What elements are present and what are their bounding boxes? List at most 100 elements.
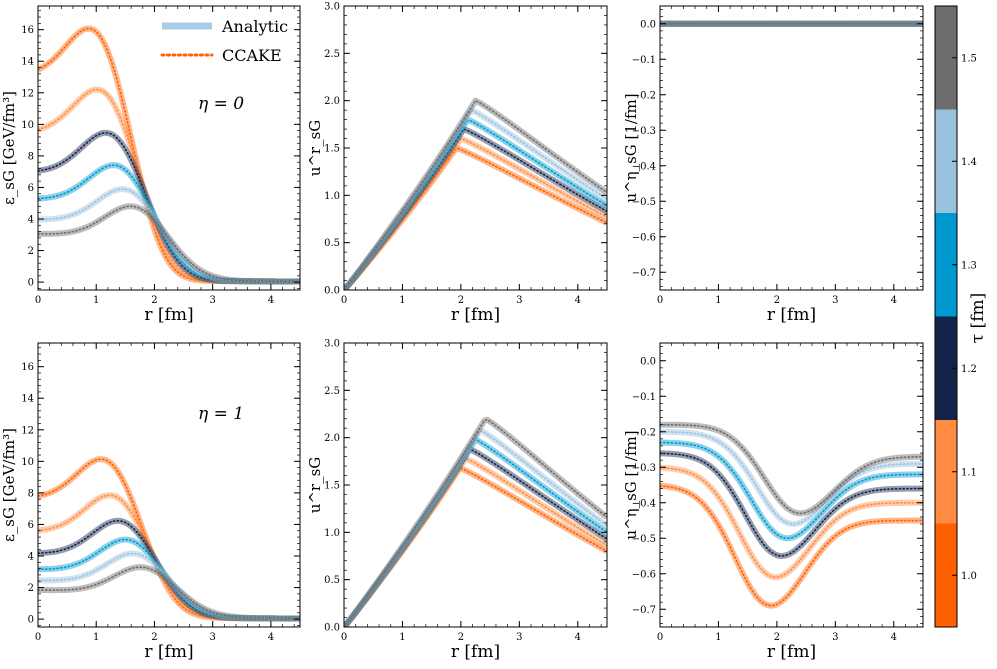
x-tick-label: 4: [891, 295, 897, 306]
x-tick-label: 2: [151, 632, 157, 643]
x-axis-label: r [fm]: [767, 642, 816, 662]
panel-ueta-eta0: 0 1 2 3 4 0.0 −0.1 −0.2 −0.3 −0.4 −0.5 −0.6 −0.7 r [f…: [622, 5, 924, 325]
colorbar-segment-tau-1.4: [935, 109, 957, 213]
y-tick-label: −0.7: [632, 605, 656, 616]
colorbar-tick-label: 1.4: [961, 157, 977, 168]
ccake-line-tau-1.5: [344, 418, 607, 627]
ccake-line-tau-1.3: [660, 441, 923, 540]
x-tick-label: 3: [209, 295, 215, 306]
x-tick-label: 4: [891, 632, 897, 643]
y-tick-label: 1.0: [324, 191, 340, 202]
colorbar: 1.0 1.1 1.2 1.3 1.4 1.5: [934, 5, 977, 628]
y-tick-label: 1.5: [324, 144, 340, 155]
y-tick-label: −0.2: [632, 427, 656, 438]
x-tick-label: 0: [657, 295, 663, 306]
annotation-eta1: η = 1: [198, 404, 244, 424]
annotation-eta0: η = 0: [198, 94, 244, 114]
y-axis-label: u^r_sG: [306, 120, 324, 177]
y-tick-label: 4: [28, 552, 34, 563]
y-tick-label: 3.0: [324, 339, 340, 350]
ccake-line-tau-1.4: [660, 431, 923, 525]
x-tick-label: 2: [774, 295, 780, 306]
y-tick-label: 10: [21, 120, 34, 131]
y-axis-label: ε_sG [GeV/fm³]: [0, 91, 18, 205]
legend-ccake-label: CCAKE: [222, 46, 282, 65]
y-tick-label: 2.5: [324, 49, 340, 60]
panel-ueta-eta1: 0 1 2 3 4 0.0 −0.1 −0.2 −0.3 −0.4 −0.5 −0.6 −0.7 r [f…: [622, 342, 924, 662]
x-tick-label: 1: [715, 632, 721, 643]
x-tick-label: 3: [516, 632, 522, 643]
y-tick-label: −0.4: [632, 498, 656, 509]
y-tick-label: 0.0: [324, 286, 340, 297]
y-tick-label: −0.6: [632, 232, 656, 243]
x-tick-label: 2: [774, 632, 780, 643]
x-tick-label: 2: [458, 295, 464, 306]
ccake-line-tau-1: [660, 485, 923, 607]
y-tick-label: 8: [28, 488, 34, 499]
y-tick-label: −0.3: [632, 126, 656, 137]
y-tick-label: 0.5: [324, 238, 340, 249]
plot-frame: [37, 5, 301, 291]
x-tick-label: 0: [341, 295, 347, 306]
y-tick-label: 4: [28, 215, 34, 226]
ccake-line-tau-1: [344, 147, 607, 290]
x-tick-label: 1: [715, 295, 721, 306]
y-axis-label: u^η_sG [1/fm]: [622, 430, 640, 539]
y-tick-label: 16: [21, 25, 34, 36]
colorbar-label: τ [fm]: [968, 293, 988, 344]
y-tick-label: 12: [21, 88, 34, 99]
series-group: [660, 421, 923, 609]
y-tick-label: −0.3: [632, 463, 656, 474]
y-tick-label: 1.5: [324, 481, 340, 492]
x-tick-label: 0: [35, 295, 41, 306]
ccake-line-tau-1.1: [660, 466, 923, 579]
analytic-line-tau-1.5: [38, 203, 300, 285]
colorbar-tick-label: 1.1: [961, 467, 977, 478]
x-tick-label: 0: [657, 632, 663, 643]
y-tick-label: 14: [21, 394, 34, 405]
plot-frame: [37, 342, 301, 628]
series-group: [38, 456, 300, 622]
colorbar-tick-label: 1.2: [961, 364, 977, 375]
x-tick-label: 3: [832, 295, 838, 306]
y-tick-label: 2.0: [324, 96, 340, 107]
x-tick-label: 0: [35, 632, 41, 643]
y-tick-label: 0.0: [640, 19, 656, 30]
x-axis-label: r [fm]: [451, 642, 500, 662]
x-tick-label: 4: [268, 295, 274, 306]
x-axis-label: r [fm]: [144, 642, 193, 662]
y-axis-label: u^r_sG: [306, 457, 324, 514]
series-group: [38, 25, 300, 285]
x-tick-label: 1: [93, 632, 99, 643]
y-tick-label: 14: [21, 57, 34, 68]
ccake-line-tau-1.5: [38, 566, 300, 620]
x-tick-label: 1: [399, 295, 405, 306]
ccake-line-tau-1.1: [344, 458, 607, 627]
ccake-line-tau-1.3: [344, 119, 607, 290]
x-tick-label: 4: [268, 632, 274, 643]
x-tick-label: 1: [93, 295, 99, 306]
y-tick-label: −0.1: [632, 392, 656, 403]
y-tick-label: −0.1: [632, 55, 656, 66]
y-tick-label: 2: [28, 246, 34, 257]
y-tick-label: 0: [28, 278, 34, 289]
x-tick-label: 0: [341, 632, 347, 643]
legend-analytic-label: Analytic: [221, 17, 288, 36]
colorbar-tick-label: 1.0: [961, 571, 977, 582]
colorbar-segment-tau-1.5: [935, 6, 957, 110]
series-group: [344, 416, 607, 627]
y-tick-label: 0.5: [324, 575, 340, 586]
x-tick-label: 3: [516, 295, 522, 306]
plot-frame: [659, 342, 924, 628]
y-tick-label: −0.7: [632, 268, 656, 279]
y-tick-label: 10: [21, 457, 34, 468]
ccake-line-tau-1.2: [344, 128, 607, 290]
x-tick-label: 3: [209, 632, 215, 643]
y-tick-label: 3.0: [324, 2, 340, 13]
ccake-line-tau-1.3: [344, 438, 607, 627]
colorbar-segment-tau-1: [935, 523, 957, 627]
colorbar-segment-tau-1.3: [935, 213, 957, 317]
x-tick-label: 2: [151, 295, 157, 306]
